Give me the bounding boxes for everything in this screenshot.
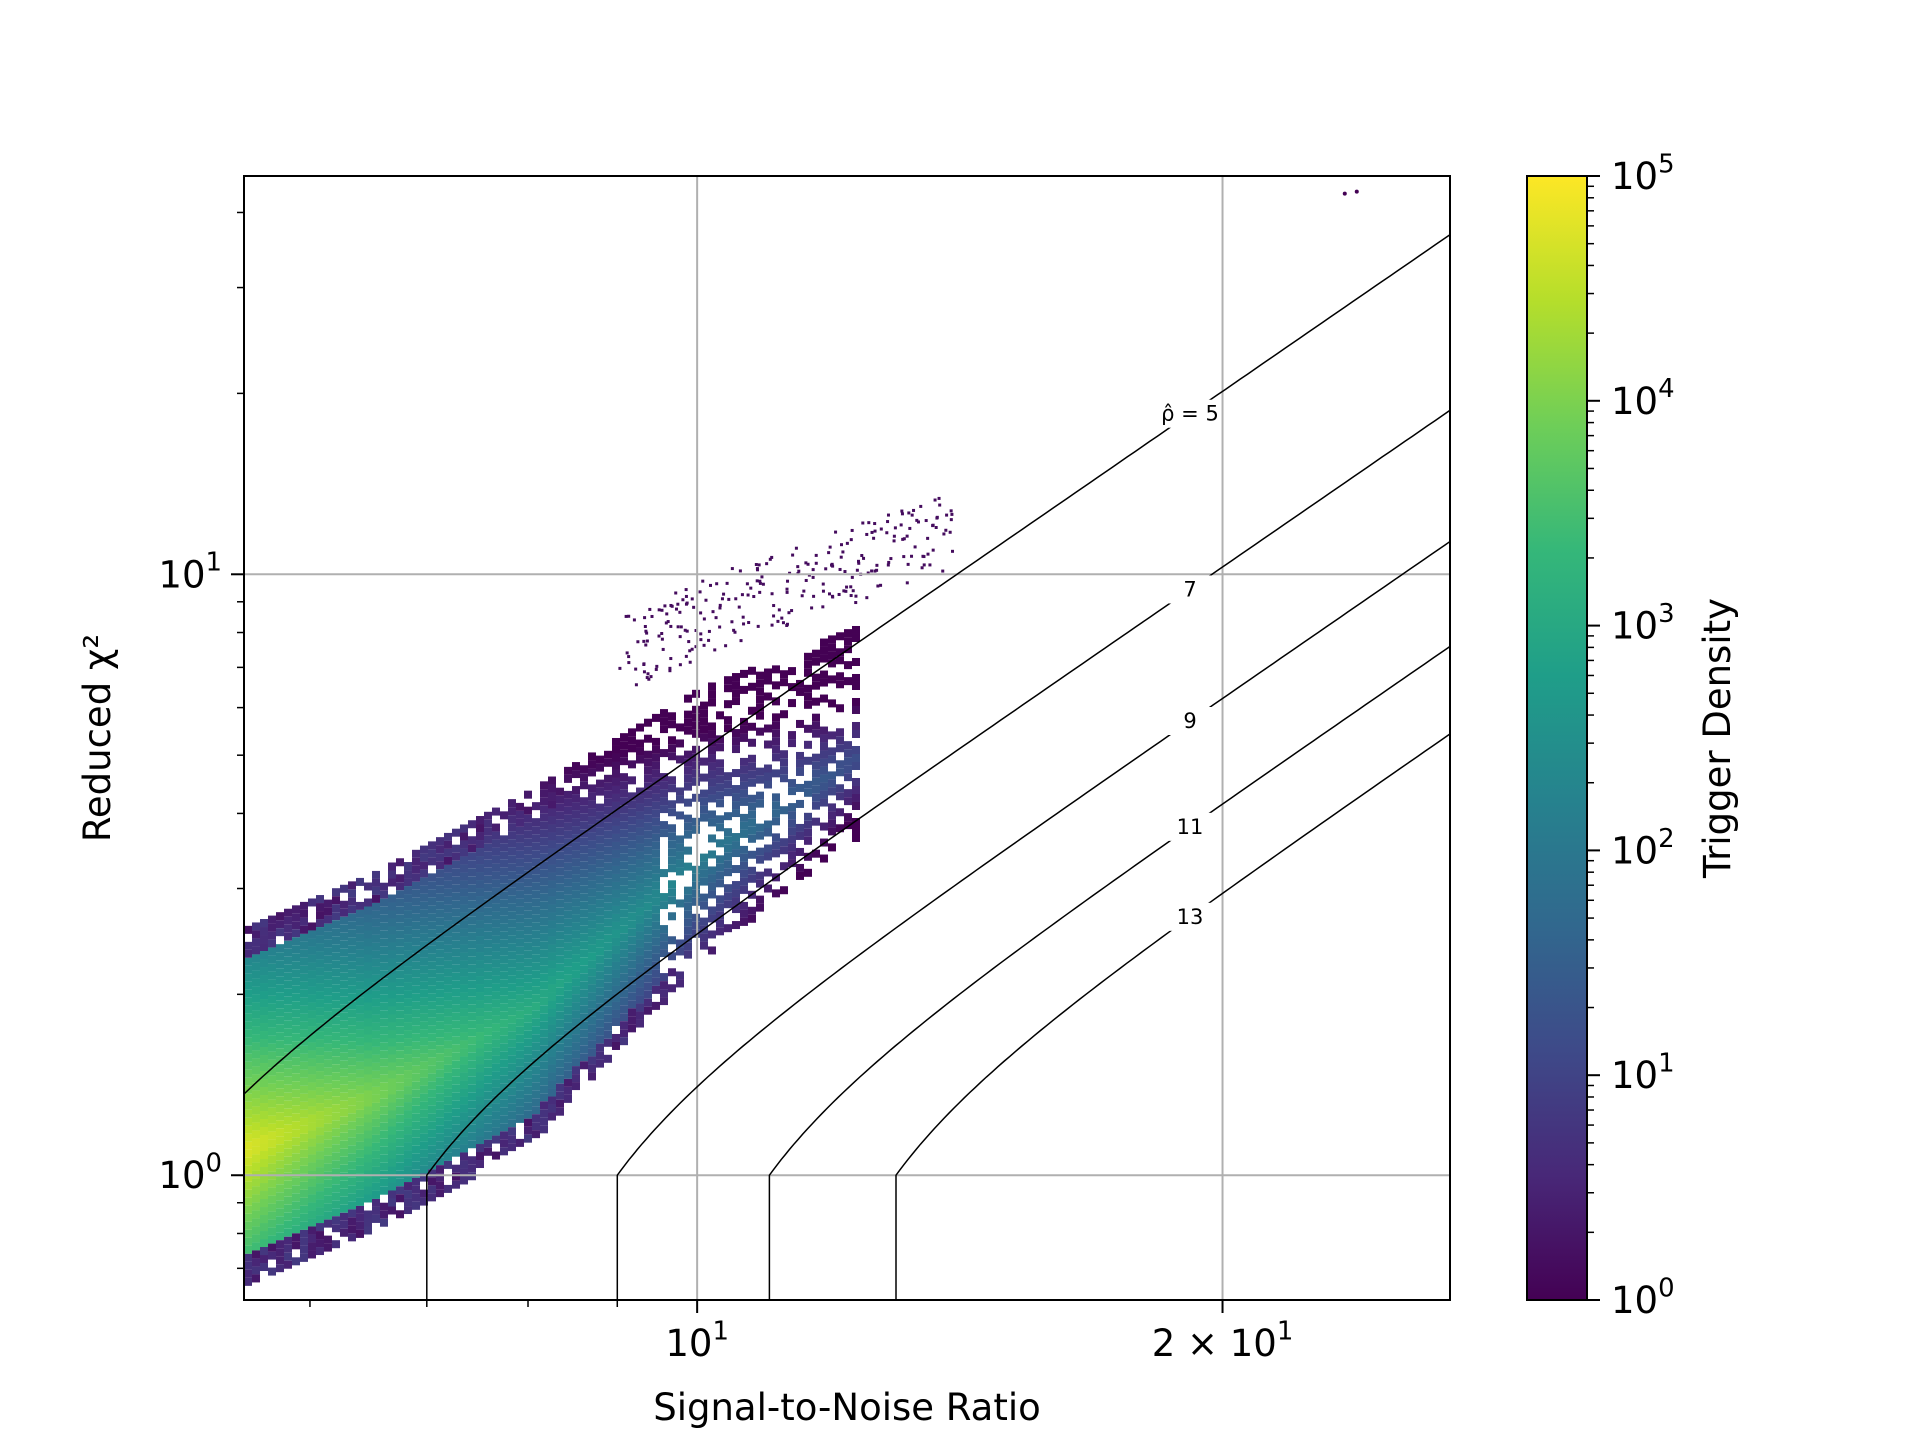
contour-label-bg <box>1168 575 1212 604</box>
contour-line-5 <box>244 233 1450 1096</box>
colorbar-tick-label: 100 <box>1611 1273 1675 1322</box>
contour-labels: ρ̂ = 5 7 9 11 13 <box>1161 399 1219 931</box>
outlier-point <box>1342 191 1347 196</box>
colorbar-gradient <box>1526 175 1588 1301</box>
colorbar-tick-label: 104 <box>1611 374 1675 423</box>
contour-label: 13 <box>1177 905 1204 929</box>
x-axis-ticks: 101 2 × 101 <box>309 1300 1294 1365</box>
contour-line-13 <box>895 733 1450 1300</box>
y-tick-label: 101 <box>158 548 222 597</box>
y-axis-label: Reduced χ² <box>76 634 119 842</box>
x-tick-label: 2 × 101 <box>1152 1316 1294 1365</box>
contour-label: 9 <box>1183 709 1196 733</box>
colorbar-tick-label: 103 <box>1611 599 1675 648</box>
x-axis-label: Signal-to-Noise Ratio <box>653 1386 1041 1429</box>
snr-contours <box>244 233 1450 1300</box>
y-tick-label: 100 <box>158 1149 222 1198</box>
colorbar-tick-label: 101 <box>1611 1049 1675 1098</box>
contour-label-bg <box>1168 707 1212 736</box>
plot-frame <box>243 175 1451 1301</box>
y-axis-ticks: 100 101 <box>158 211 244 1270</box>
contour-label-bg <box>1168 902 1212 931</box>
outlier-point <box>1354 189 1359 194</box>
contour-label: 7 <box>1183 577 1196 601</box>
colorbar-tick-label: 105 <box>1611 149 1675 198</box>
x-tick-label: 101 <box>665 1316 729 1365</box>
contour-label-bg <box>1168 399 1212 428</box>
contour-line-7 <box>426 409 1450 1300</box>
grid <box>244 176 1450 1300</box>
contour-label-bg <box>1168 812 1212 841</box>
contour-label: 11 <box>1177 815 1204 839</box>
colorbar-label: Trigger Density <box>1696 598 1739 879</box>
contour-line-11 <box>768 645 1450 1300</box>
colorbar-ticks: 100 101 102 103 104 105 <box>1587 149 1675 1322</box>
trigger-density-heatmap <box>244 189 1359 1286</box>
contour-label: ρ̂ = 5 <box>1161 402 1219 426</box>
contour-line-9 <box>616 540 1450 1300</box>
colorbar: 100 101 102 103 104 105 Trigger Density <box>1526 149 1739 1322</box>
colorbar-tick-label: 102 <box>1611 824 1675 873</box>
